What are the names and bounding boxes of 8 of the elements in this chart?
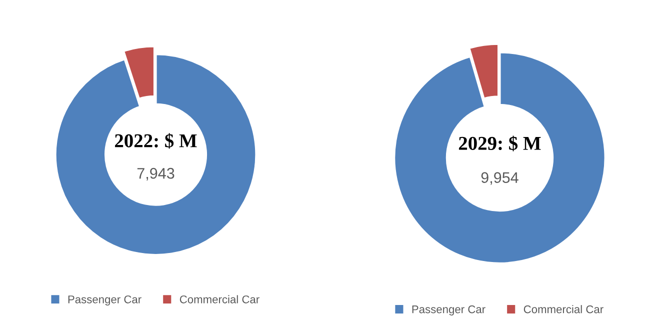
text: 9,954 [481, 172, 518, 185]
legend-label: Commercial Car [180, 295, 260, 304]
text: 2029: $ M [458, 136, 541, 152]
text: 2022: $ M [114, 133, 197, 149]
legend-label: Commercial Car [524, 305, 604, 314]
legend-label: Passenger Car [68, 295, 142, 306]
legend-label: Passenger Car [412, 305, 486, 316]
text: 7,943 [137, 168, 174, 181]
